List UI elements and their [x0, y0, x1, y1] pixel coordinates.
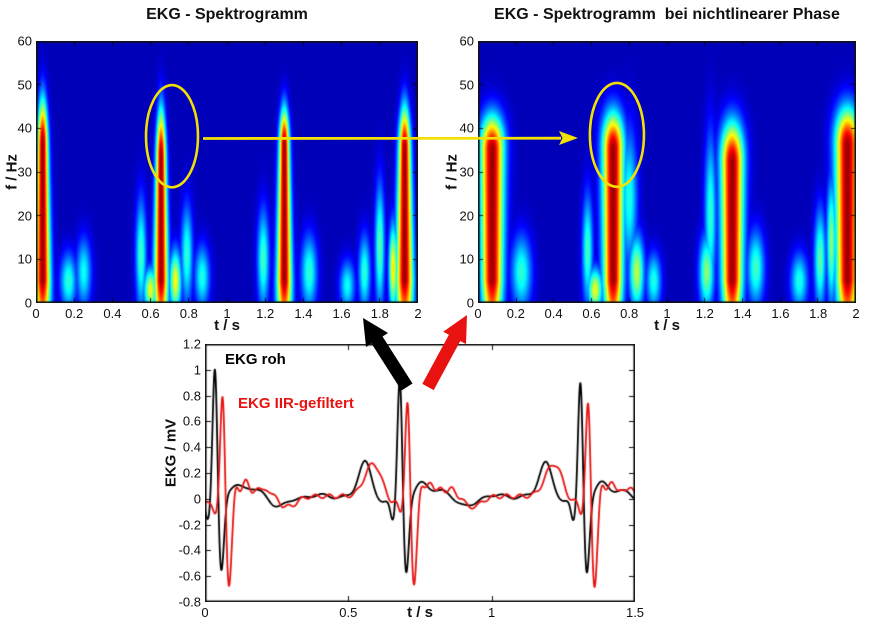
y-tick-label: 60: [17, 33, 32, 49]
ecg-ylabel: EKG / mV: [162, 418, 180, 488]
y-tick-label: 0.6: [182, 413, 201, 429]
x-tick-label: 0.2: [506, 306, 525, 321]
x-tick-label: 1.6: [332, 306, 351, 321]
legend-ekg-iir-gefiltert: EKG IIR-gefiltert: [238, 395, 354, 412]
spectrogram-left-title: EKG - Spektrogramm: [146, 6, 308, 23]
spectrogram-left-heatmap: [36, 41, 418, 303]
y-tick-label: 0: [193, 491, 201, 507]
x-tick-label: 2: [414, 306, 422, 321]
x-tick-label: 1.5: [625, 605, 645, 620]
y-tick-label: 0: [24, 295, 32, 311]
y-tick-label: 40: [459, 120, 474, 136]
y-tick-label: 30: [459, 164, 474, 180]
y-tick-label: -0.6: [178, 568, 201, 584]
y-tick-label: 20: [17, 208, 32, 224]
x-tick-label: 1.2: [695, 306, 714, 321]
x-tick-label: 0.4: [544, 306, 563, 321]
x-tick-label: 0: [474, 306, 482, 321]
y-tick-label: -0.8: [178, 594, 201, 610]
y-tick-label: 1: [193, 362, 201, 378]
y-tick-label: 30: [17, 164, 32, 180]
x-tick-label: 1.4: [733, 306, 752, 321]
x-tick-label: 0.2: [65, 306, 84, 321]
y-tick-label: 50: [459, 77, 474, 93]
ecg-xlabel: t / s: [407, 604, 433, 621]
legend-ekg-roh: EKG roh: [225, 351, 286, 368]
y-tick-label: -0.2: [178, 517, 201, 533]
y-tick-label: 10: [17, 251, 32, 267]
x-tick-label: 0.4: [103, 306, 122, 321]
x-tick-label: 0.8: [179, 306, 198, 321]
y-tick-label: 1.2: [182, 336, 201, 352]
y-tick-label: 0.8: [182, 388, 201, 404]
x-tick-label: 2: [852, 306, 860, 321]
y-tick-label: 50: [17, 77, 32, 93]
ecg-line-chart: [205, 344, 635, 602]
x-tick-label: 0.6: [141, 306, 160, 321]
x-tick-label: 0.8: [620, 306, 639, 321]
y-tick-label: -0.4: [178, 542, 201, 558]
y-tick-label: 60: [459, 33, 474, 49]
x-tick-label: 1.6: [771, 306, 790, 321]
x-tick-label: 1.8: [809, 306, 828, 321]
x-tick-label: 0.6: [582, 306, 601, 321]
y-tick-label: 10: [459, 251, 474, 267]
spectrogram-right-ylabel: f / Hz: [443, 154, 461, 190]
x-tick-label: 0.5: [339, 605, 358, 620]
spectrogram-left-ylabel: f / Hz: [3, 154, 21, 190]
x-tick-label: 1.2: [256, 306, 275, 321]
spectrogram-right-title: EKG - Spektrogramm bei nichtlinearer Pha…: [494, 6, 840, 23]
y-tick-label: 20: [459, 208, 474, 224]
y-tick-label: 0.2: [182, 465, 201, 481]
x-tick-label: 1.4: [294, 306, 313, 321]
x-tick-label: 1: [223, 306, 231, 321]
y-tick-label: 0.4: [182, 439, 201, 455]
y-tick-label: 0: [466, 295, 474, 311]
spectrogram-left-xlabel: t / s: [214, 317, 240, 334]
x-tick-label: 0: [201, 605, 209, 620]
x-tick-label: 1: [663, 306, 671, 321]
spectrogram-right-heatmap: [478, 41, 856, 303]
x-tick-label: 1.8: [370, 306, 389, 321]
x-tick-label: 0: [32, 306, 40, 321]
y-tick-label: 40: [17, 120, 32, 136]
x-tick-label: 1: [488, 605, 496, 620]
spectrogram-right-xlabel: t / s: [654, 317, 680, 334]
